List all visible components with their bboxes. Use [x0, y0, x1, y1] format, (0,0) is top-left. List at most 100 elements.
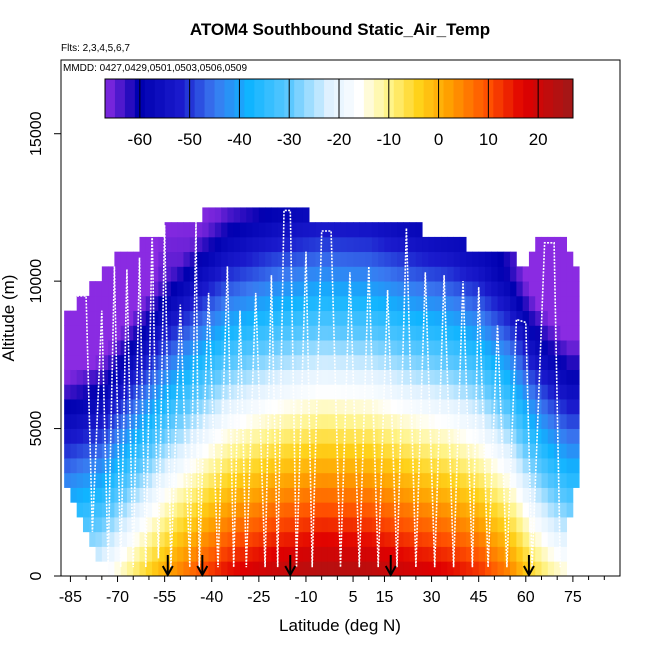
heatmap-cell: [164, 517, 172, 533]
heatmap-cell: [214, 354, 222, 370]
heatmap-cell: [177, 281, 184, 297]
heatmap-cell: [296, 207, 304, 223]
heatmap-cell: [290, 251, 297, 267]
heatmap-cell: [547, 458, 555, 474]
heatmap-cell: [214, 207, 222, 223]
heatmap-cell: [440, 236, 448, 253]
heatmap-cell: [283, 281, 291, 297]
heatmap-cell: [528, 251, 536, 267]
heatmap-cell: [89, 502, 96, 518]
heatmap-cell: [283, 207, 291, 223]
heatmap-cell: [196, 295, 203, 312]
heatmap-cell: [265, 236, 272, 253]
heatmap-cell: [466, 531, 473, 547]
heatmap-cell: [145, 266, 153, 282]
heatmap-cell: [466, 281, 473, 297]
heatmap-cell: [321, 546, 329, 562]
x-tick-label: -85: [59, 589, 82, 606]
heatmap-cell: [535, 546, 542, 562]
heatmap-cell: [497, 281, 505, 297]
heatmap-cell: [296, 222, 304, 238]
heatmap-cell: [516, 443, 524, 459]
heatmap-cell: [252, 354, 260, 370]
heatmap-cell: [390, 369, 398, 385]
heatmap-cell: [528, 472, 536, 488]
heatmap-cell: [440, 325, 448, 341]
heatmap-cell: [152, 340, 159, 356]
heatmap-cell: [503, 295, 511, 312]
heatmap-cell: [164, 281, 172, 297]
heatmap-cell: [353, 413, 360, 429]
colorbar-tick-label: -30: [277, 130, 302, 149]
heatmap-cell: [183, 531, 191, 547]
heatmap-cell: [560, 295, 568, 312]
colorbar-swatch: [503, 79, 514, 118]
heatmap-cell: [340, 502, 348, 518]
heatmap-cell: [290, 487, 297, 503]
heatmap-cell: [478, 443, 486, 459]
heatmap-cell: [139, 354, 147, 370]
heatmap-cell: [541, 531, 549, 547]
heatmap-cell: [302, 369, 310, 385]
heatmap-cell: [296, 295, 304, 312]
heatmap-cell: [484, 413, 492, 429]
heatmap-cell: [227, 369, 235, 385]
heatmap-cell: [327, 458, 335, 474]
heatmap-cell: [240, 266, 247, 282]
heatmap-cell: [233, 222, 241, 238]
heatmap-cell: [415, 399, 423, 415]
heatmap-cell: [415, 546, 423, 562]
heatmap-cell: [528, 458, 536, 474]
heatmap-cell: [491, 266, 498, 282]
heatmap-cell: [208, 251, 216, 267]
heatmap-cell: [384, 502, 392, 518]
heatmap-cell: [221, 325, 228, 341]
heatmap-cell: [252, 384, 260, 400]
heatmap-cell: [145, 517, 153, 533]
heatmap-cell: [145, 546, 153, 562]
colorbar-swatch: [423, 79, 435, 118]
heatmap-cell: [177, 413, 184, 429]
heatmap-cell: [378, 561, 385, 576]
heatmap-cell: [340, 222, 348, 238]
heatmap-cell: [334, 251, 341, 267]
heatmap-cell: [227, 325, 235, 341]
heatmap-cell: [491, 325, 498, 341]
heatmap-cell: [240, 369, 247, 385]
x-tick-label: 5: [349, 589, 358, 606]
heatmap-cell: [466, 399, 473, 415]
heatmap-cell: [315, 487, 323, 503]
heatmap-cell: [321, 340, 329, 356]
heatmap-cell: [365, 531, 373, 547]
colorbar-swatch: [463, 79, 474, 118]
heatmap-cell: [447, 295, 454, 312]
heatmap-cell: [378, 266, 385, 282]
heatmap-cell: [89, 369, 96, 385]
colorbar-swatch: [493, 79, 504, 118]
heatmap-cell: [277, 502, 285, 518]
heatmap-cell: [120, 443, 128, 459]
heatmap-cell: [277, 517, 285, 533]
heatmap-cell: [459, 472, 467, 488]
heatmap-cell: [434, 236, 442, 253]
heatmap-cell: [510, 281, 517, 297]
heatmap-cell: [403, 340, 410, 356]
heatmap-cell: [309, 281, 316, 297]
heatmap-cell: [390, 236, 398, 253]
heatmap-cell: [535, 295, 542, 312]
heatmap-cell: [535, 487, 542, 503]
heatmap-cell: [528, 428, 536, 444]
heatmap-cell: [177, 399, 184, 415]
heatmap-cell: [108, 472, 115, 488]
heatmap-cell: [70, 354, 78, 370]
heatmap-cell: [89, 295, 96, 312]
heatmap-cell: [290, 295, 297, 312]
heatmap-cell: [434, 295, 442, 312]
heatmap-cell: [302, 310, 310, 326]
heatmap-cell: [233, 413, 241, 429]
heatmap-cell: [428, 413, 436, 429]
heatmap-cell: [503, 428, 511, 444]
heatmap-cell: [459, 236, 467, 253]
heatmap-cell: [353, 310, 360, 326]
heatmap-cell: [403, 413, 410, 429]
